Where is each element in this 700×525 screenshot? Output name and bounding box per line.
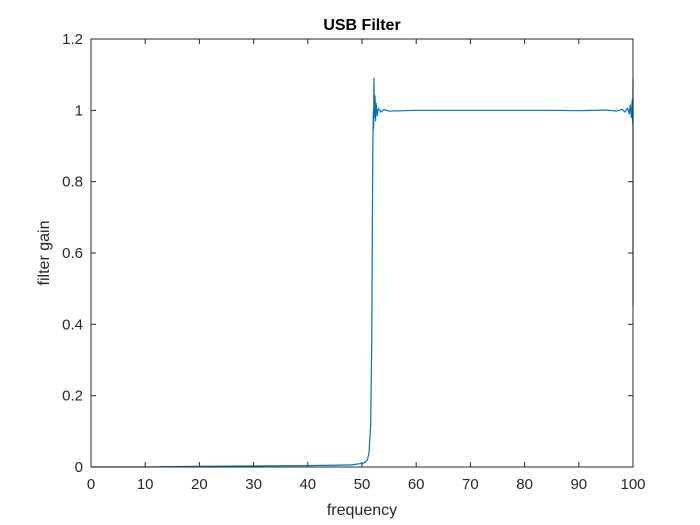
x-tick-label: 30 xyxy=(245,476,262,493)
y-axis-label: filter gain xyxy=(36,221,53,286)
x-tick-label: 50 xyxy=(354,476,371,493)
y-tick-label: 0.4 xyxy=(62,316,83,333)
y-tick-label: 0 xyxy=(75,459,83,476)
y-tick-label: 0.2 xyxy=(62,388,83,405)
chart-title: USB Filter xyxy=(323,17,400,34)
y-tick-label: 0.8 xyxy=(62,174,83,191)
x-tick-label: 60 xyxy=(408,476,425,493)
x-tick-label: 40 xyxy=(299,476,316,493)
y-tick-label: 0.6 xyxy=(62,245,83,262)
y-tick-label: 1 xyxy=(75,102,83,119)
plot-box xyxy=(90,38,634,468)
series-line-filter-gain xyxy=(91,77,634,468)
x-tick-label: 90 xyxy=(570,476,587,493)
x-axis-label: frequency xyxy=(327,502,397,519)
x-tick-label: 70 xyxy=(462,476,479,493)
series-layer xyxy=(91,77,634,468)
x-tick-label: 20 xyxy=(191,476,208,493)
plot-area-background xyxy=(91,39,633,467)
x-tick-label: 100 xyxy=(620,476,645,493)
x-tick-label: 10 xyxy=(137,476,154,493)
y-tick-label: 1.2 xyxy=(62,31,83,48)
tick-labels-layer: 0 10 20 30 40 50 60 70 80 90 100 0 0.2 0.4 0.6 0.8 1 1.2 xyxy=(62,31,645,493)
x-tick-label: 0 xyxy=(87,476,95,493)
x-tick-label: 80 xyxy=(516,476,533,493)
